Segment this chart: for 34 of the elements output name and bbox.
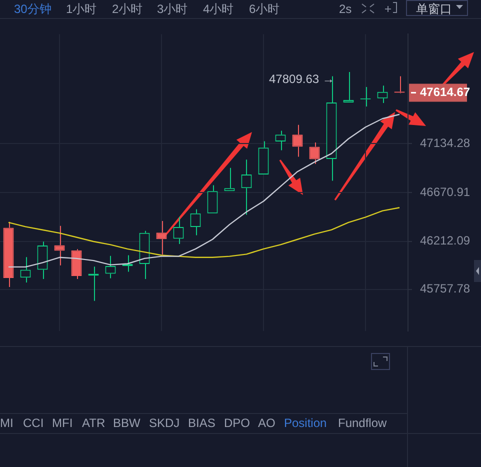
candlestick — [139, 230, 150, 280]
candlestick — [258, 140, 269, 175]
text: 2s — [339, 2, 352, 16]
candlestick — [326, 76, 337, 182]
candlestick — [3, 221, 14, 288]
y-tick-label: 47134.28 — [420, 136, 470, 150]
candlestick — [71, 248, 82, 280]
text: DPO — [224, 416, 250, 430]
text: SKDJ — [149, 416, 180, 430]
y-tick-label: 45757.78 — [420, 282, 470, 296]
candlestick — [343, 72, 354, 103]
text: Fundflow — [338, 416, 387, 430]
candlestick — [54, 225, 65, 266]
candlestick — [224, 167, 235, 192]
text: MFI — [52, 416, 73, 430]
candlestick — [207, 184, 218, 214]
text: BBW — [113, 416, 140, 430]
text: 6小时 — [249, 2, 280, 16]
text: Position — [284, 416, 327, 430]
text: ATR — [82, 416, 106, 430]
y-tick-label: 46212.09 — [420, 234, 470, 248]
text: 2小时 — [112, 2, 143, 16]
text: 单窗口 — [416, 2, 452, 16]
text: 4小时 — [203, 2, 234, 16]
text: CCI — [23, 416, 44, 430]
annotation: 47809.63 → — [269, 72, 334, 86]
text: 30分钟 — [14, 2, 52, 16]
text: MI — [0, 416, 14, 430]
text: 1小时 — [66, 2, 97, 16]
text: BIAS — [188, 416, 216, 430]
text: 3小时 — [157, 2, 188, 16]
candlestick — [37, 241, 48, 280]
y-tick-label: 46670.91 — [420, 184, 470, 199]
text: AO — [258, 416, 276, 430]
